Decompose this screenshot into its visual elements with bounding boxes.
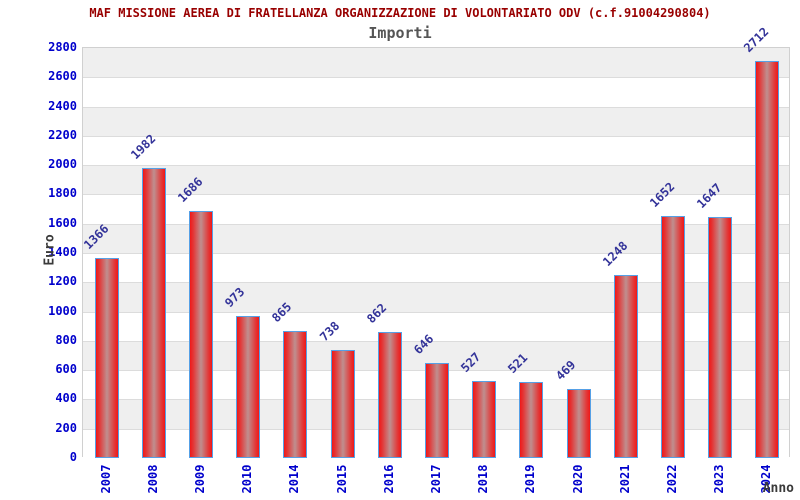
- x-tick-label-2023: 2023: [712, 464, 727, 494]
- background-band: [83, 106, 789, 136]
- background-band: [83, 48, 789, 78]
- bar-2023: [708, 216, 733, 458]
- bar-2020: [566, 389, 591, 458]
- x-tick-label-2015: 2015: [334, 464, 349, 494]
- y-tick-label: 1200: [48, 274, 77, 289]
- bar-2017: [425, 363, 449, 458]
- gridline: [83, 311, 789, 313]
- gridline: [83, 340, 789, 342]
- x-tick-label-2010: 2010: [240, 464, 255, 494]
- bar-2019: [519, 381, 544, 458]
- bar-2010: [236, 315, 261, 458]
- x-axis-title: Anno: [762, 481, 794, 496]
- bar-2022: [661, 216, 685, 458]
- y-tick-label: 1000: [48, 303, 77, 318]
- y-tick-label: 2800: [48, 40, 77, 54]
- y-tick-label: 2400: [48, 98, 77, 113]
- bar-2007: [94, 257, 119, 458]
- x-tick-label-2022: 2022: [665, 464, 679, 494]
- gridline: [83, 165, 789, 167]
- y-tick-label: 2000: [48, 157, 77, 172]
- x-tick-label-2020: 2020: [570, 464, 585, 494]
- y-tick-label: 1600: [48, 215, 77, 230]
- gridline: [83, 135, 789, 137]
- y-tick-label: 1400: [48, 245, 77, 259]
- chart-subtitle: Importi: [368, 24, 432, 42]
- gridline: [83, 194, 789, 196]
- y-tick-label: 2600: [48, 69, 77, 84]
- y-tick-label: 200: [55, 420, 77, 435]
- bar-2018: [472, 380, 497, 458]
- bar-2009: [189, 211, 213, 458]
- x-tick-label-2008: 2008: [145, 464, 160, 494]
- bar-2008: [141, 167, 166, 458]
- x-tick-label-2017: 2017: [429, 464, 443, 494]
- y-tick-label: 600: [55, 362, 77, 377]
- y-axis-title: Euro: [42, 234, 58, 266]
- gridline: [83, 253, 789, 254]
- x-tick-label-2021: 2021: [617, 464, 632, 494]
- bar-2021: [613, 275, 638, 458]
- bar-2024: [755, 60, 780, 458]
- x-tick-label-2009: 2009: [193, 464, 207, 494]
- gridline: [83, 282, 789, 284]
- gridline: [83, 223, 789, 225]
- gridline: [83, 106, 789, 108]
- x-tick-label-2007: 2007: [98, 464, 113, 494]
- bar-2014: [283, 331, 308, 458]
- background-band: [83, 77, 789, 107]
- y-tick-label: 1800: [48, 186, 77, 201]
- x-tick-label-2016: 2016: [381, 464, 396, 494]
- background-band: [83, 165, 789, 195]
- bar-2015: [330, 349, 355, 458]
- background-band: [83, 135, 789, 166]
- x-tick-label-2019: 2019: [523, 464, 538, 494]
- y-tick-label: 0: [69, 450, 77, 464]
- y-tick-label: 400: [55, 391, 77, 406]
- gridline: [83, 77, 789, 79]
- x-tick-label-2018: 2018: [476, 464, 491, 494]
- y-tick-label: 2200: [48, 127, 77, 142]
- y-tick-label: 800: [55, 332, 77, 347]
- plot-area: 1366 1982 1686 973 865 738 862 646 527 521 469 1248…: [81, 25, 790, 458]
- chart-title: MAF MISSIONE AEREA DI FRATELLANZA ORGANI…: [89, 6, 711, 20]
- bar-2016: [377, 331, 402, 458]
- x-tick-label-2014: 2014: [287, 464, 302, 494]
